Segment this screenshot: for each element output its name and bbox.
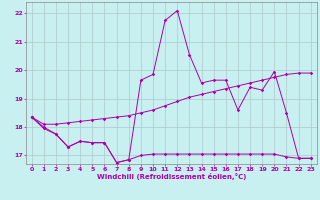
X-axis label: Windchill (Refroidissement éolien,°C): Windchill (Refroidissement éolien,°C): [97, 173, 246, 180]
